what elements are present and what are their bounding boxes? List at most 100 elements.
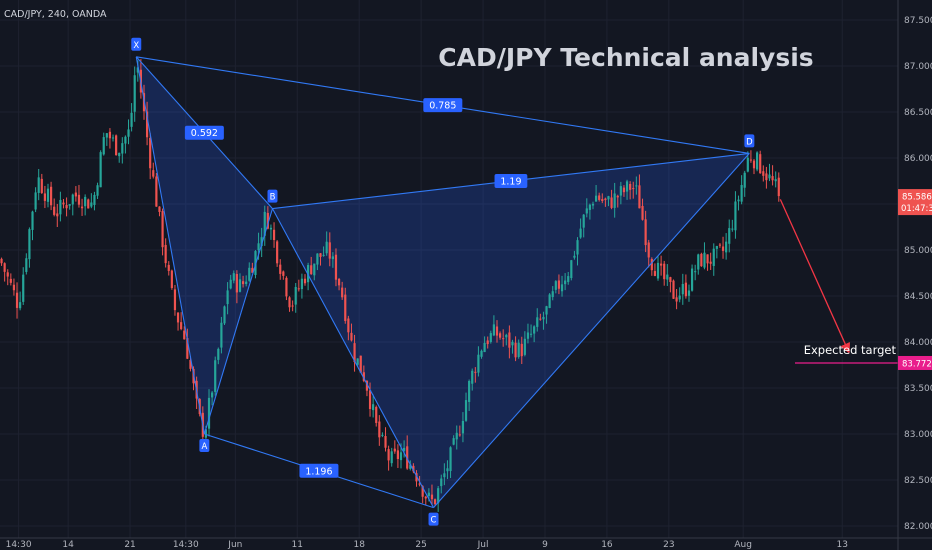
candle-body [483,342,486,353]
candle-body [87,199,90,209]
candle-body [19,302,22,309]
candle-body [108,131,112,139]
y-tick-label: 85.000 [904,246,932,256]
candle-body [613,193,616,208]
pattern-triangle-bcd[interactable] [272,153,750,508]
candle-body [37,177,40,193]
point-label-bg [131,37,142,51]
candle-body [718,244,722,246]
point-label-d: D [746,137,753,147]
candle-body [533,326,536,334]
candle-body [700,253,703,267]
candle-body [749,159,753,161]
pattern-labels: 0.592 0.785 1.19 1.196 X A B C D [131,37,755,526]
candle-body [257,243,260,251]
candle-body [746,157,749,172]
candle-body [269,227,273,230]
x-tick-label: Aug [734,540,752,550]
candle-body [650,258,653,271]
candle-body [452,438,455,445]
candle-body [226,290,229,305]
candle-body [111,137,115,139]
candle-body [455,432,458,440]
candle-body [542,316,545,320]
candle-body [440,478,443,487]
candle-body [687,290,691,296]
candle-body [703,252,706,268]
candle-body [576,240,579,255]
candle-body [328,242,331,259]
candle-body [660,263,663,266]
candle-body [678,295,681,300]
pattern-triangle-xab[interactable] [136,56,273,435]
candle-body [25,258,28,272]
candle-body [430,494,434,500]
x-tick-label: 14 [62,540,74,550]
candle-body [133,75,136,112]
candle-body [551,291,554,298]
candle-body [49,186,53,206]
candle-body [675,297,678,302]
candle-body [629,183,632,190]
candle-body [167,264,170,271]
candle-body [777,177,780,197]
x-tick-label: 18 [353,540,365,550]
candle-body [638,185,641,209]
harmonic-pattern[interactable] [136,56,750,508]
candle-body [762,171,765,176]
candle-body [173,289,177,311]
candle-body [406,446,409,469]
candle-body [697,254,700,270]
candle-body [539,318,542,320]
candle-body [412,465,415,472]
candle-body [9,278,12,283]
candle-body [607,196,610,200]
candle-body [545,306,548,315]
candle-body [474,371,477,373]
candle-body [291,305,294,307]
candle-body [647,242,650,258]
candle-body [337,278,341,286]
candle-body [771,176,774,181]
candle-body [635,185,638,187]
candle-body [127,129,130,137]
candle-body [632,188,635,190]
candle-body [217,348,220,360]
candle-body [669,277,672,283]
candle-body [313,263,316,276]
x-tick-label: 25 [415,540,426,550]
projection: Expected target [779,199,898,364]
candle-body [34,192,37,210]
candle-body [319,253,322,257]
candle-body [96,185,99,196]
x-tick-label: 14:30 [173,540,199,550]
candle-body [322,254,325,256]
candle-body [625,181,629,192]
candle-body [573,255,576,258]
symbol-info[interactable]: CAD/JPY, 240, OANDA [4,9,107,20]
x-tick-label: 11 [292,540,303,550]
candle-body [251,267,254,273]
candle-body [266,212,269,229]
candle-body [31,211,34,230]
candle-body [204,429,208,438]
y-tick-label: 82.500 [904,476,932,486]
candle-body [622,187,626,193]
candle-body [99,152,102,188]
candle-body [502,338,505,340]
candle-body [341,287,344,298]
point-label-c: C [431,516,437,526]
candle-body [211,392,214,398]
candle-body [59,199,62,215]
candle-body [359,355,362,373]
point-label-bg [744,134,755,148]
candle-body [610,197,613,208]
candle-body [260,237,263,247]
candle-body [579,228,582,238]
ratio-label: 0.592 [191,128,218,139]
y-tick-label: 82.000 [904,522,932,532]
candle-body [350,332,353,341]
candle-body [567,276,570,282]
